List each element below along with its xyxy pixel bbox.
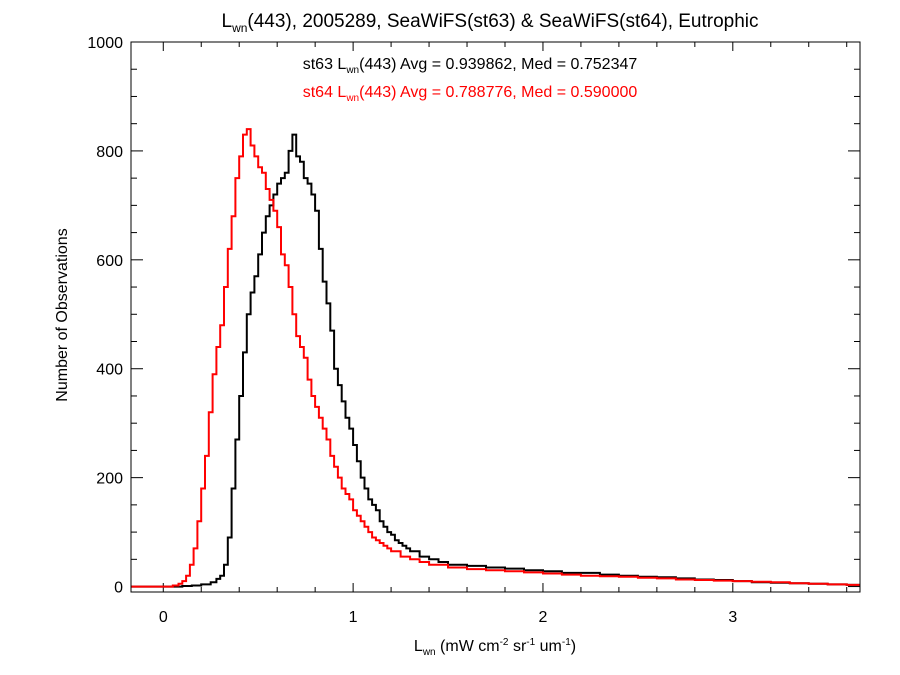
x-tick-label: 1 xyxy=(349,609,358,626)
x-axis-label: Lwn (mW cm-2 sr-1 um-1) xyxy=(414,637,576,658)
legend-st64-stats: st64 Lwn(443) Avg = 0.788776, Med = 0.59… xyxy=(303,84,638,104)
series-line-st64 xyxy=(131,128,860,588)
x-label-sup1: -2 xyxy=(500,637,509,648)
y-tick-label: 0 xyxy=(114,580,123,597)
legend-st64-subscript: wn xyxy=(345,93,359,104)
y-tick-label: 200 xyxy=(96,471,123,488)
title-suffix: (443), 2005289, SeaWiFS(st63) & SeaWiFS(… xyxy=(247,11,758,32)
legend-st63-stats: st63 Lwn(443) Avg = 0.939862, Med = 0.75… xyxy=(303,56,638,76)
y-tick-label: 1000 xyxy=(87,35,123,52)
x-tick-label: 0 xyxy=(159,609,168,626)
legend-st63-subscript: wn xyxy=(345,65,359,76)
x-label-part4: ) xyxy=(571,638,576,655)
legend-st64-suffix: (443) Avg = 0.788776, Med = 0.590000 xyxy=(359,84,637,101)
y-axis-label: Number of Observations xyxy=(54,228,71,401)
x-label-part1: (mW cm xyxy=(436,638,500,655)
x-tick-label: 3 xyxy=(728,609,737,626)
plot-frame xyxy=(130,41,861,593)
x-label-l-subscript: wn xyxy=(422,647,436,658)
title-subscript: wn xyxy=(231,21,247,35)
legend-st63-prefix: st63 L xyxy=(303,56,347,73)
x-tick-label: 2 xyxy=(539,609,548,626)
x-label-sup2: -1 xyxy=(526,637,535,648)
title-l: L xyxy=(221,11,232,32)
series-line-st63 xyxy=(131,133,860,588)
y-tick-label: 800 xyxy=(96,144,123,161)
series-layer xyxy=(131,128,860,588)
y-tick-label: 400 xyxy=(96,362,123,379)
legend-st64-prefix: st64 L xyxy=(303,84,347,101)
axis-ticks: 0 1 2 3 0 200 400 600 800 1000 xyxy=(87,35,860,626)
x-label-l: L xyxy=(414,638,423,655)
x-label-part3: um xyxy=(535,638,562,655)
y-tick-label: 600 xyxy=(96,253,123,270)
chart-title: Lwn(443), 2005289, SeaWiFS(st63) & SeaWi… xyxy=(221,11,758,35)
x-label-sup3: -1 xyxy=(562,637,571,648)
legend-st63-suffix: (443) Avg = 0.939862, Med = 0.752347 xyxy=(359,56,637,73)
x-label-part2: sr xyxy=(509,638,527,655)
